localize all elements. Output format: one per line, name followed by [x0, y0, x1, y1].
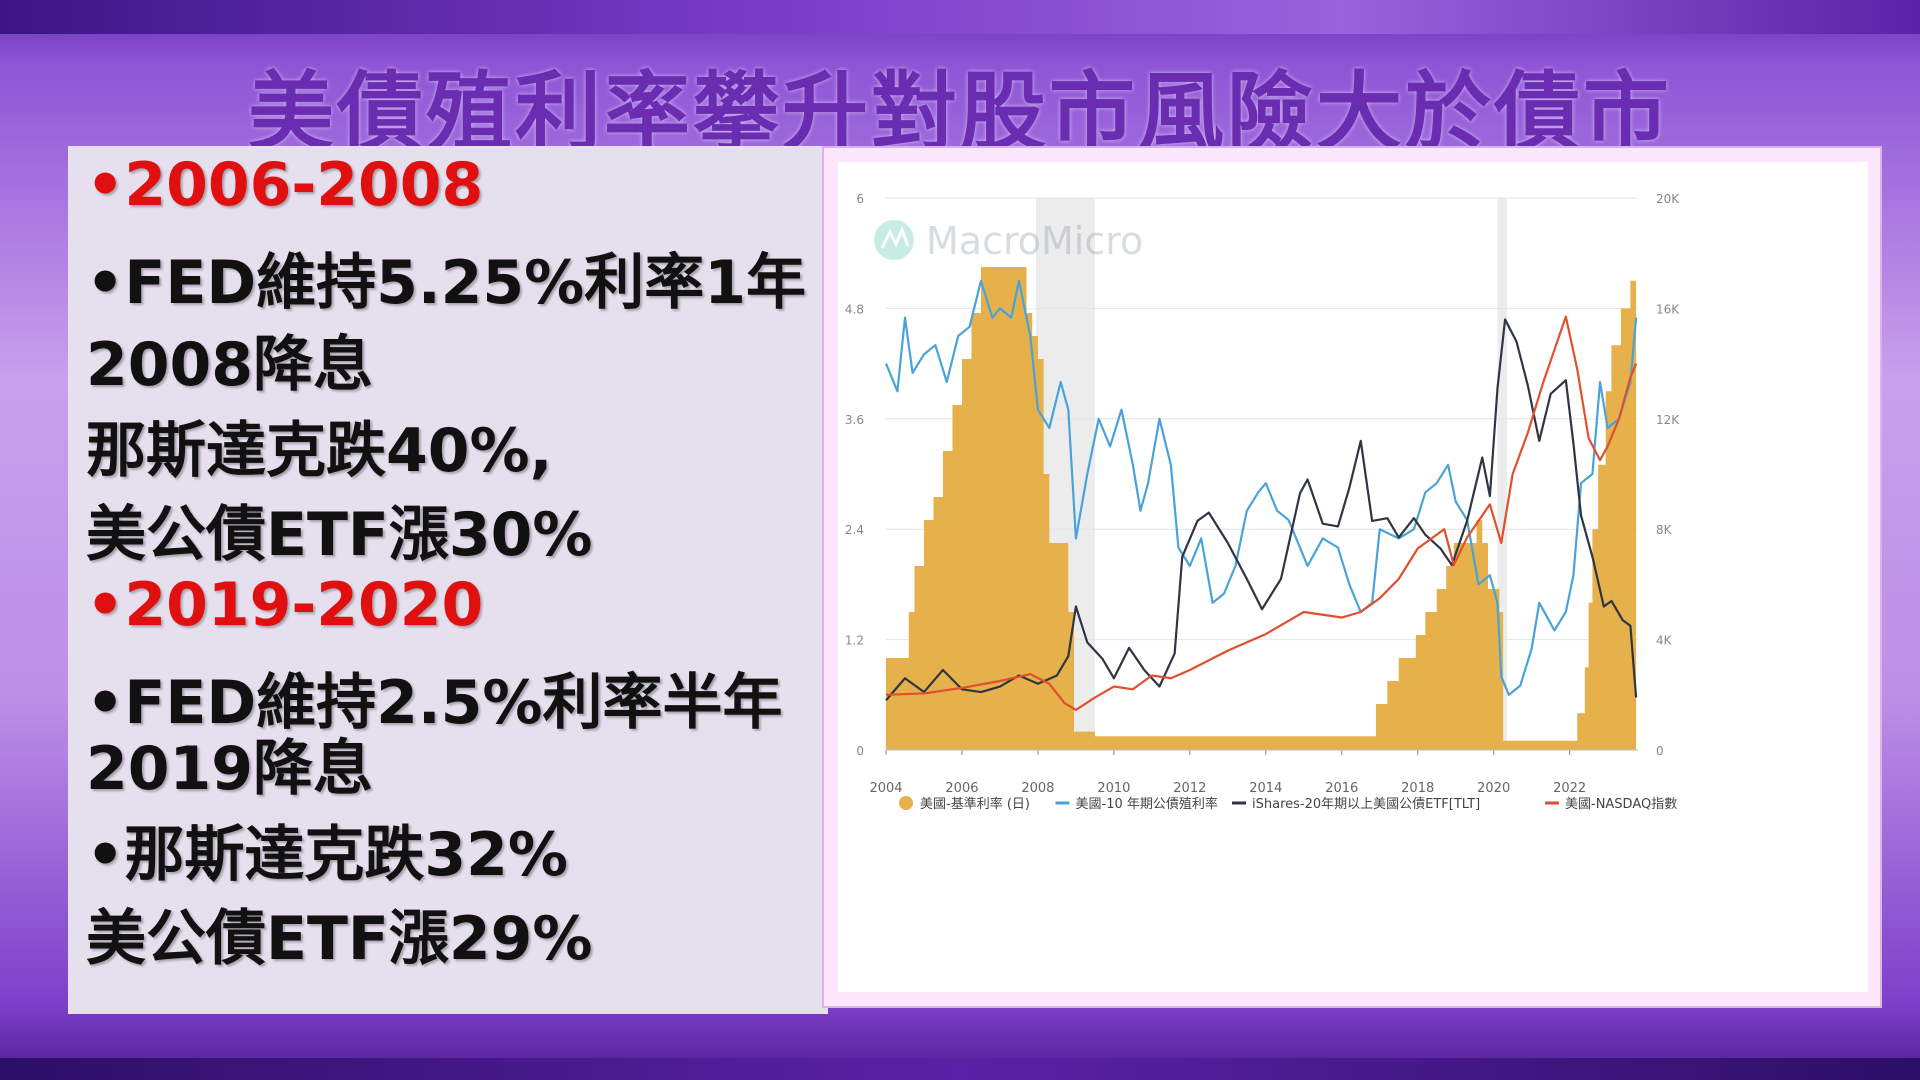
- legend-item: 美國-10 年期公債殖利率: [1055, 796, 1218, 812]
- x-tick-label: 2014: [1249, 781, 1282, 796]
- text-bond-etf-gain-2020: 美公債ETF漲29%: [86, 904, 593, 974]
- series-10y-yield-line: [884, 279, 1638, 696]
- y-right-tick-label: 20K: [1656, 192, 1680, 206]
- recession-band-1: [1497, 198, 1507, 750]
- y-right-tick-label: 4K: [1656, 634, 1673, 648]
- x-tick-label: 2022: [1553, 781, 1586, 796]
- x-tick-label: 2020: [1477, 781, 1510, 796]
- legend-label: iShares-20年期以上美國公債ETF[TLT]: [1252, 797, 1480, 812]
- legend-label: 美國-基準利率 (日): [920, 796, 1030, 812]
- text-nasdaq-drop-2008: 那斯達克跌40%,: [86, 416, 553, 486]
- series-nasdaq-line: [885, 315, 1638, 712]
- y-left-tick-label: 6: [856, 192, 864, 206]
- y-left-tick-label: 3.6: [845, 413, 864, 427]
- y-right-tick-label: 12K: [1656, 413, 1680, 427]
- bullet-nasdaq-drop-2020: •那斯達克跌32%: [86, 820, 568, 890]
- x-tick-label: 2004: [869, 781, 902, 796]
- legend-item: 美國-基準利率 (日): [899, 796, 1030, 812]
- bullet-fed-2006: •FED維持5.25%利率1年: [86, 248, 807, 318]
- y-right-tick-label: 16K: [1656, 302, 1680, 316]
- top-decor-bar: [0, 0, 1920, 34]
- legend-swatch: [899, 796, 913, 810]
- period-heading-2006: •2006-2008: [86, 150, 484, 220]
- x-tick-label: 2010: [1097, 781, 1130, 796]
- y-left-tick-label: 4.8: [845, 302, 864, 316]
- text-rate-cut-2019: 2019降息: [86, 734, 373, 804]
- legend-item: 美國-NASDAQ指數: [1545, 797, 1677, 812]
- series-tlt-line: [885, 318, 1638, 702]
- x-tick-label: 2016: [1325, 781, 1358, 796]
- legend-label: 美國-NASDAQ指數: [1565, 797, 1677, 812]
- watermark-text: MacroMicro: [926, 219, 1143, 263]
- y-right-tick-label: 0: [1656, 744, 1664, 758]
- y-right-tick-label: 8K: [1656, 523, 1673, 537]
- bullet-fed-2019: •FED維持2.5%利率半年: [86, 668, 783, 738]
- chart-area: 0 1.2 2.4 3.6 4.8 6 0 4K 8K 12K 16K 20K 2004 2006 2008…: [838, 162, 1868, 992]
- bottom-decor-bar: [0, 1058, 1920, 1080]
- legend-item: iShares-20年期以上美國公債ETF[TLT]: [1232, 797, 1480, 812]
- macro-chart: 0 1.2 2.4 3.6 4.8 6 0 4K 8K 12K 16K 20K 2004 2006 2008…: [845, 192, 1680, 812]
- text-rate-cut-2008: 2008降息: [86, 330, 373, 400]
- y-left-tick-label: 0: [856, 744, 864, 758]
- x-tick-label: 2012: [1173, 781, 1206, 796]
- macromicro-logo-icon: [874, 220, 914, 260]
- y-left-tick-label: 1.2: [845, 634, 864, 648]
- bullet-text-panel: •2006-2008 •FED維持5.25%利率1年 2008降息 那斯達克跌4…: [68, 146, 828, 1014]
- y-left-tick-label: 2.4: [845, 523, 864, 537]
- x-tick-label: 2018: [1401, 781, 1434, 796]
- period-heading-2019: •2019-2020: [86, 570, 484, 640]
- chart-frame: 0 1.2 2.4 3.6 4.8 6 0 4K 8K 12K 16K 20K 2004 2006 2008…: [822, 146, 1882, 1008]
- x-tick-label: 2008: [1021, 781, 1054, 796]
- text-bond-etf-gain-2008: 美公債ETF漲30%: [86, 500, 593, 570]
- x-tick-label: 2006: [945, 781, 978, 796]
- legend-label: 美國-10 年期公債殖利率: [1076, 796, 1218, 812]
